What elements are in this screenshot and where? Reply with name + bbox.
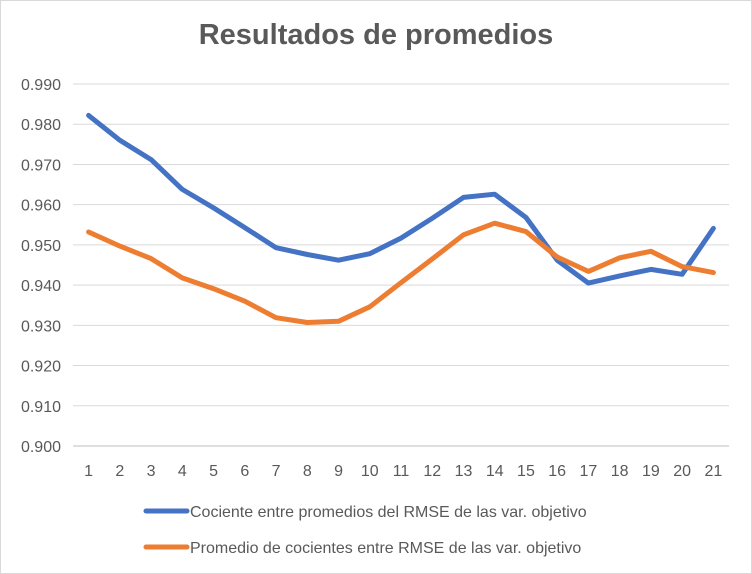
- chart-title: Resultados de promedios: [198, 19, 554, 51]
- x-axis-ticks: 1 2 3 4 5 6 7 8 9 10 11 12 13 14 15 16 17 18 19 20 21: [84, 463, 722, 480]
- x-tick-label: 8: [303, 463, 312, 480]
- y-tick-label: 0.920: [21, 359, 61, 376]
- x-tick-label: 19: [642, 463, 660, 480]
- x-tick-label: 1: [84, 463, 93, 480]
- y-axis-ticks: 0.900 0.910 0.920 0.930 0.940 0.950 0.960 0.970…: [21, 77, 61, 456]
- series-line-1: [86, 112, 716, 286]
- y-tick-label: 0.930: [21, 318, 61, 335]
- x-tick-label: 21: [704, 463, 722, 480]
- x-tick-label: 14: [486, 463, 504, 480]
- x-tick-label: 15: [517, 463, 535, 480]
- gridlines: [73, 83, 729, 447]
- x-tick-label: 18: [611, 463, 629, 480]
- y-tick-label: 0.970: [21, 157, 61, 174]
- x-tick-label: 9: [334, 463, 343, 480]
- x-tick-label: 17: [580, 463, 598, 480]
- x-tick-label: 11: [393, 463, 410, 480]
- legend-label-1[interactable]: Cociente entre promedios del RMSE de las…: [190, 504, 587, 521]
- y-tick-label: 0.940: [21, 278, 61, 295]
- x-tick-label: 5: [209, 463, 218, 480]
- x-tick-label: 4: [178, 463, 187, 480]
- series-line-2: [86, 220, 716, 325]
- y-tick-label: 0.910: [21, 399, 61, 416]
- x-tick-label: 10: [361, 463, 379, 480]
- legend[interactable]: Cociente entre promedios del RMSE de las…: [143, 504, 587, 557]
- y-tick-label: 0.980: [21, 117, 61, 134]
- legend-label-2[interactable]: Promedio de cocientes entre RMSE de las …: [190, 540, 581, 557]
- x-tick-label: 7: [272, 463, 281, 480]
- series-lines: [86, 112, 716, 325]
- y-tick-label: 0.960: [21, 198, 61, 215]
- x-tick-label: 20: [673, 463, 691, 480]
- x-tick-label: 2: [115, 463, 124, 480]
- x-tick-label: 16: [548, 463, 566, 480]
- x-tick-label: 3: [147, 463, 156, 480]
- x-tick-label: 6: [240, 463, 249, 480]
- y-tick-label: 0.900: [21, 439, 61, 456]
- y-tick-label: 0.990: [21, 77, 61, 94]
- y-tick-label: 0.950: [21, 238, 61, 255]
- x-tick-label: 12: [423, 463, 441, 480]
- x-tick-label: 13: [455, 463, 473, 480]
